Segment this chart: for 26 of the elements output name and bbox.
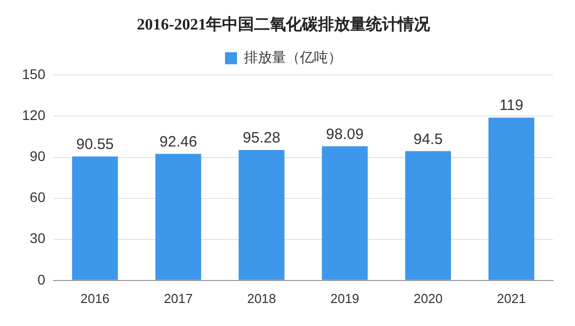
y-tick-label: 30 <box>30 230 46 246</box>
y-tick-label: 120 <box>22 107 46 124</box>
bar <box>405 151 451 280</box>
bar <box>322 146 368 280</box>
x-tick-label: 2018 <box>247 290 276 306</box>
bar <box>155 154 202 280</box>
x-tick-label: 2020 <box>414 290 443 306</box>
y-tick-label: 150 <box>22 66 46 82</box>
data-label: 90.55 <box>76 136 114 154</box>
data-label: 119 <box>499 97 524 114</box>
x-tick-label: 2016 <box>80 290 110 306</box>
legend-label: 排放量（亿吨） <box>244 49 342 66</box>
data-label: 94.5 <box>413 130 443 148</box>
bar <box>488 118 534 280</box>
y-tick-label: 90 <box>30 148 46 164</box>
x-tick-label: 2017 <box>164 290 193 306</box>
data-label: 98.09 <box>326 126 364 143</box>
data-label: 92.46 <box>159 134 198 151</box>
x-tick-label: 2019 <box>330 290 360 306</box>
y-tick-label: 60 <box>30 189 46 206</box>
bar <box>238 150 284 280</box>
bar <box>72 156 118 280</box>
data-label: 95.28 <box>242 130 280 147</box>
x-tick-label: 2021 <box>496 290 526 306</box>
chart-title: 2016-2021年中国二氧化碳排放量统计情况 <box>136 16 432 34</box>
y-tick-label: 0 <box>38 271 46 288</box>
